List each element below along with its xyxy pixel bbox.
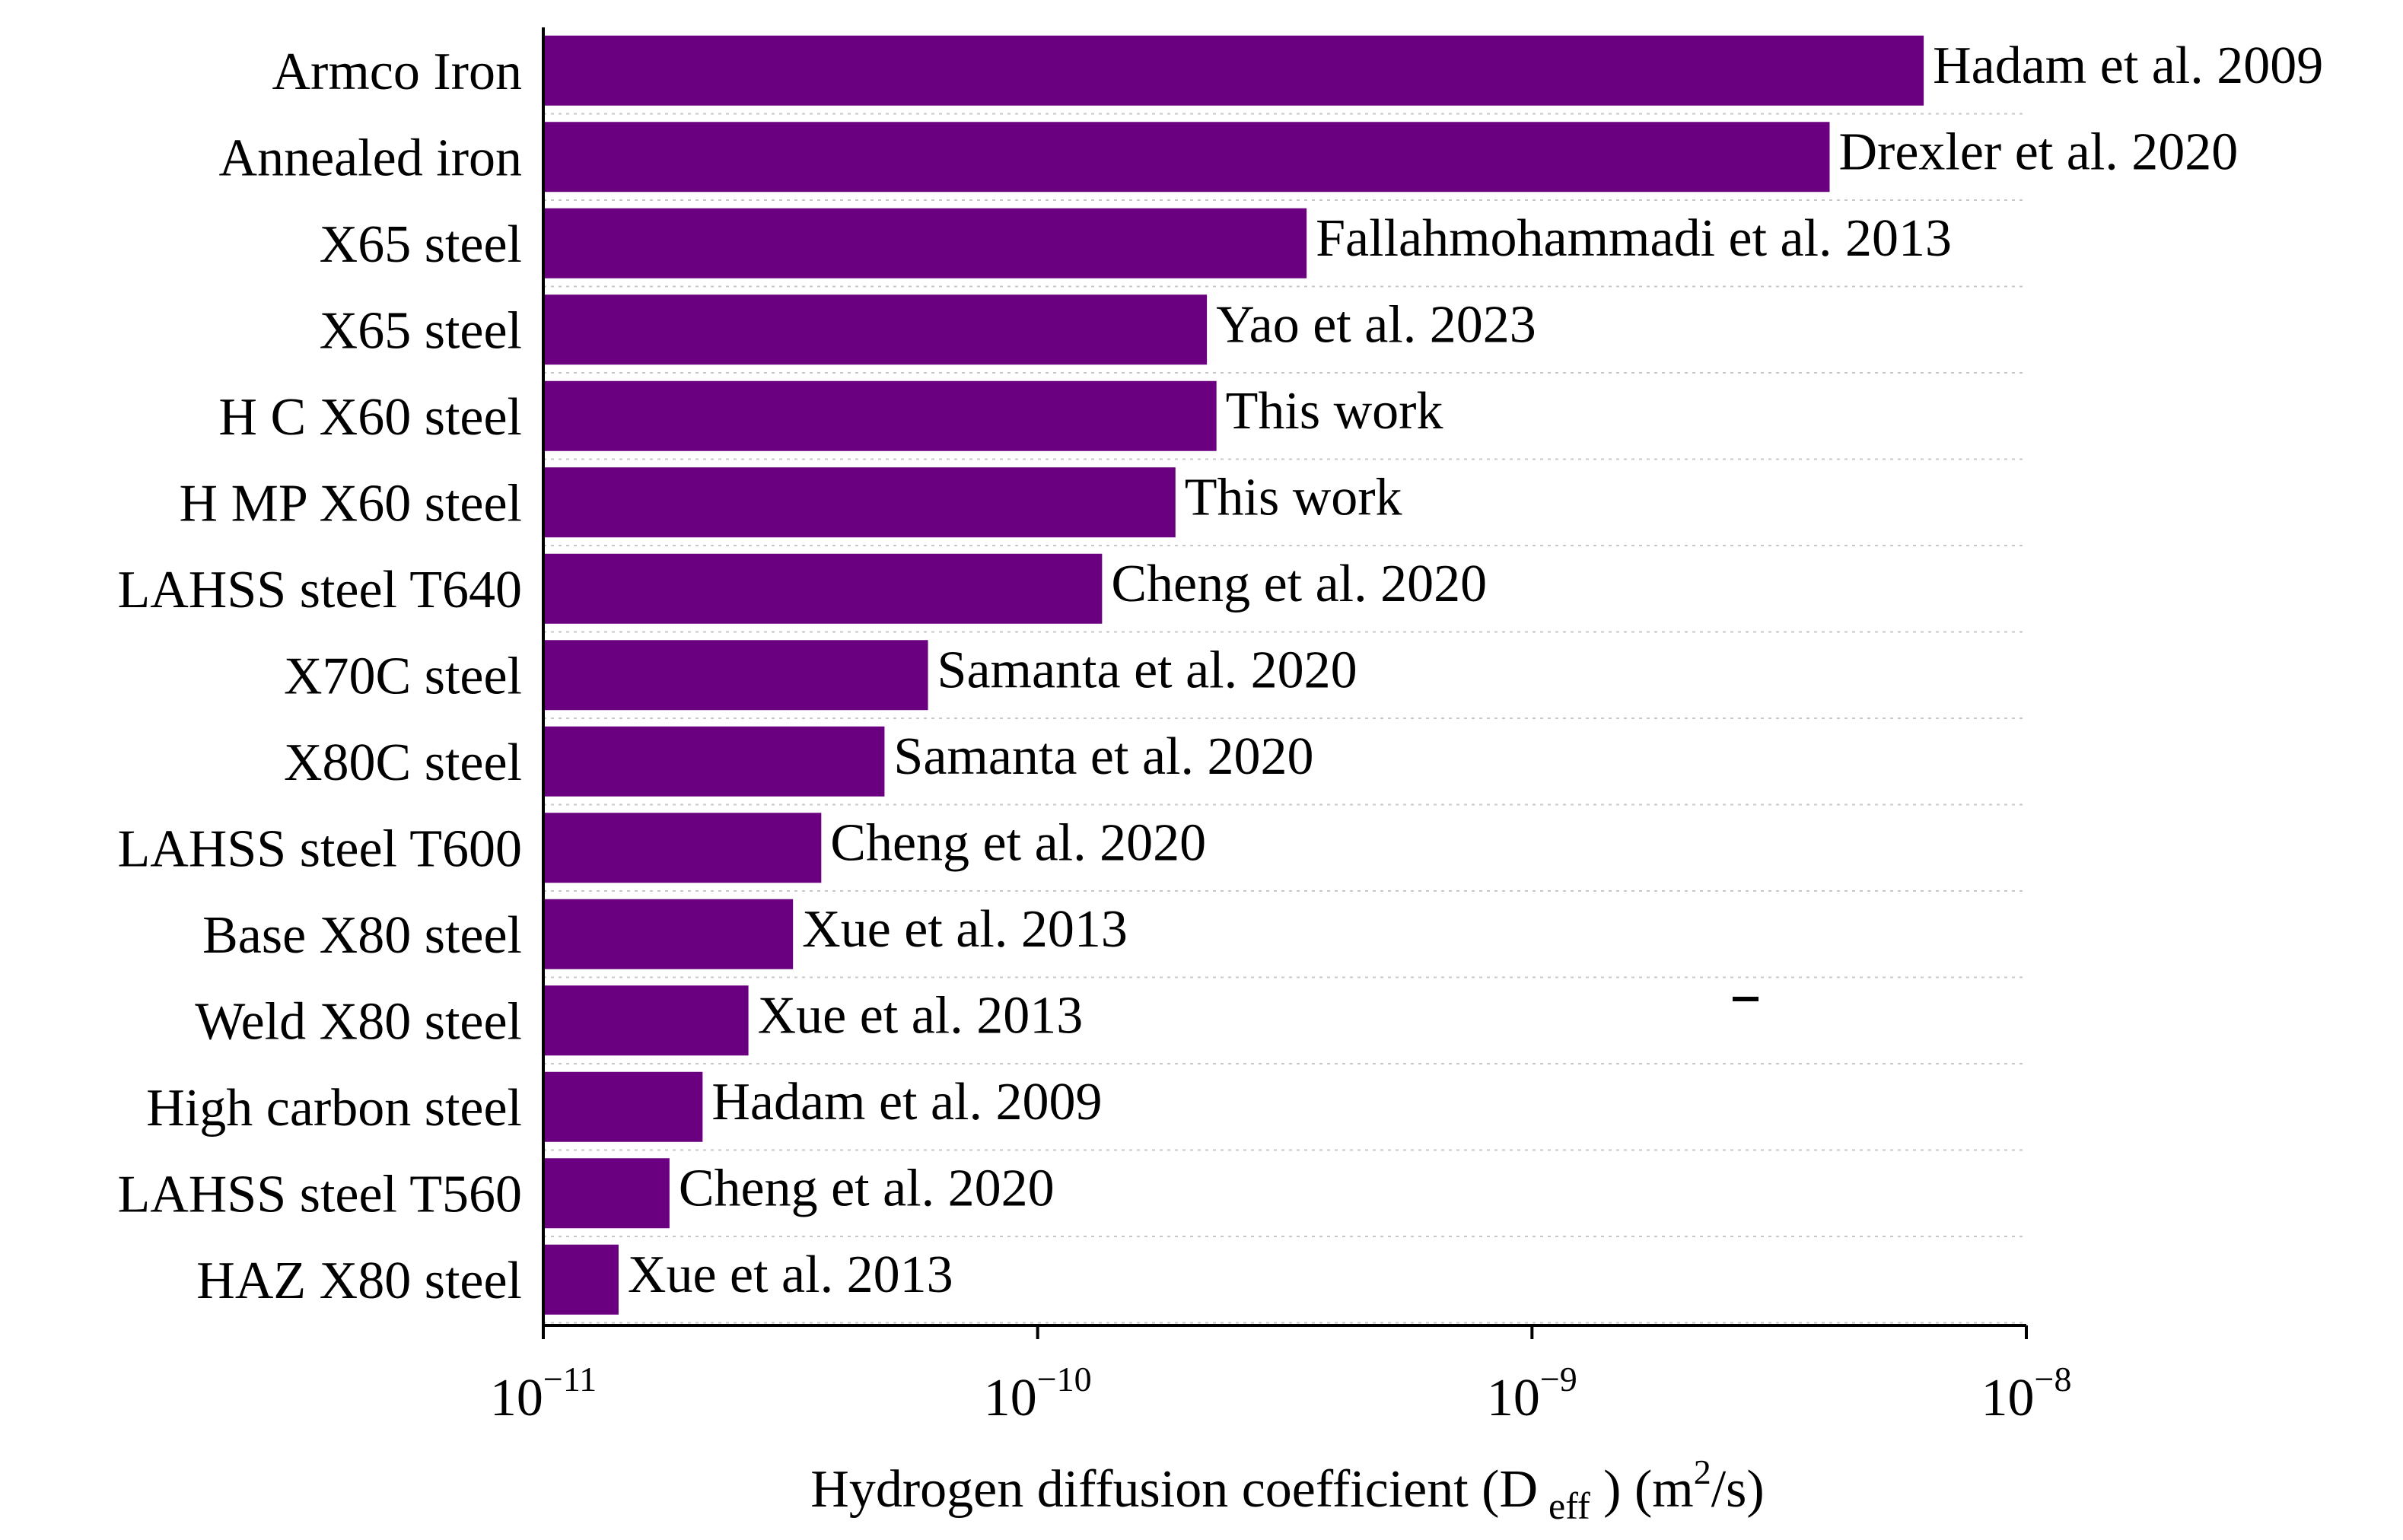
bar-data-label: Cheng et al. 2020 [679,1159,1055,1217]
category-label: H C X60 steel [218,388,522,447]
bar-data-label: This work [1185,468,1402,527]
x-axis-title-unit-pre: ) (m [1590,1460,1694,1519]
category-labels: Armco Iron Annealed iron X65 steel X65 stee… [118,43,523,1310]
category-label: LAHSS steel T600 [118,819,523,878]
x-tick-exponent: −10 [1037,1360,1092,1398]
bar-data-label: Samanta et al. 2020 [937,641,1357,699]
bar [543,208,1307,278]
bar [543,122,1830,192]
bar-data-label: Cheng et al. 2020 [1111,555,1487,613]
bar [543,640,928,711]
category-label: LAHSS steel T560 [118,1165,523,1223]
x-tick-label: 10−11 [490,1360,597,1427]
data-labels: Hadam et al. 2009 Drexler et al. 2020 Fall… [628,37,2323,1304]
bar [543,1071,703,1142]
bars [543,35,1924,1315]
x-tick-exponent: −9 [1540,1360,1577,1398]
category-label: High carbon steel [146,1079,522,1138]
category-label: X80C steel [284,733,522,792]
category-label: Base X80 steel [202,906,522,965]
category-label: X70C steel [284,647,522,705]
x-tick-base: 10 [1981,1369,2035,1427]
x-tick-base: 10 [490,1369,543,1427]
category-label: HAZ X80 steel [196,1252,522,1310]
bar-data-label: Cheng et al. 2020 [830,813,1206,872]
x-axis-title-sub: eff [1548,1484,1590,1527]
x-axis-title-main: Hydrogen diffusion coefficient (D [810,1460,1538,1519]
bar [543,1244,619,1315]
x-tick-label: 10−10 [984,1360,1092,1427]
bar-data-label: Drexler et al. 2020 [1838,123,2238,181]
bar [543,553,1103,624]
x-tick-base: 10 [984,1369,1037,1427]
category-label: Weld X80 steel [195,992,522,1051]
x-tick-label: 10−8 [1981,1360,2072,1427]
x-axis-title-unit-sup: 2 [1694,1452,1711,1491]
x-tick-base: 10 [1487,1369,1540,1427]
bar-data-label: Xue et al. 2013 [758,986,1084,1045]
bar-data-label: Samanta et al. 2020 [893,727,1313,786]
bar-data-label: Hadam et al. 2009 [711,1073,1102,1131]
x-axis-title-unit-post: /s) [1711,1460,1765,1519]
x-axis-title: Hydrogen diffusion coefficient (D eff ) (… [810,1452,1764,1527]
category-label: Armco Iron [272,43,522,101]
bar-data-label: Fallahmohammadi et al. 2013 [1316,209,1952,268]
bar [543,985,749,1056]
x-tick-exponent: −11 [543,1360,597,1398]
x-ticks: 10−11 10−10 10−9 10−8 [490,1325,2072,1427]
bar [543,726,885,797]
bar [543,35,1924,106]
grid-lines [543,113,2024,1324]
x-tick-exponent: −8 [2035,1360,2072,1398]
bar-data-label: Xue et al. 2013 [628,1246,953,1304]
category-label: H MP X60 steel [180,474,522,533]
category-label: LAHSS steel T640 [118,561,523,619]
bar [543,294,1208,365]
bar-data-label: Hadam et al. 2009 [1933,37,2323,95]
bar-data-label: Xue et al. 2013 [802,900,1128,959]
axes [542,27,2026,1327]
category-label: X65 steel [320,215,522,274]
bar [543,467,1176,538]
x-tick-label: 10−9 [1487,1360,1577,1427]
bar-data-label: This work [1226,382,1443,441]
category-label: X65 steel [320,301,522,360]
bar [543,813,822,883]
bar [543,899,794,969]
bar-data-label: Yao et al. 2023 [1216,295,1536,354]
bar [543,380,1217,451]
category-label: Annealed iron [219,129,522,187]
bar [543,1158,670,1229]
